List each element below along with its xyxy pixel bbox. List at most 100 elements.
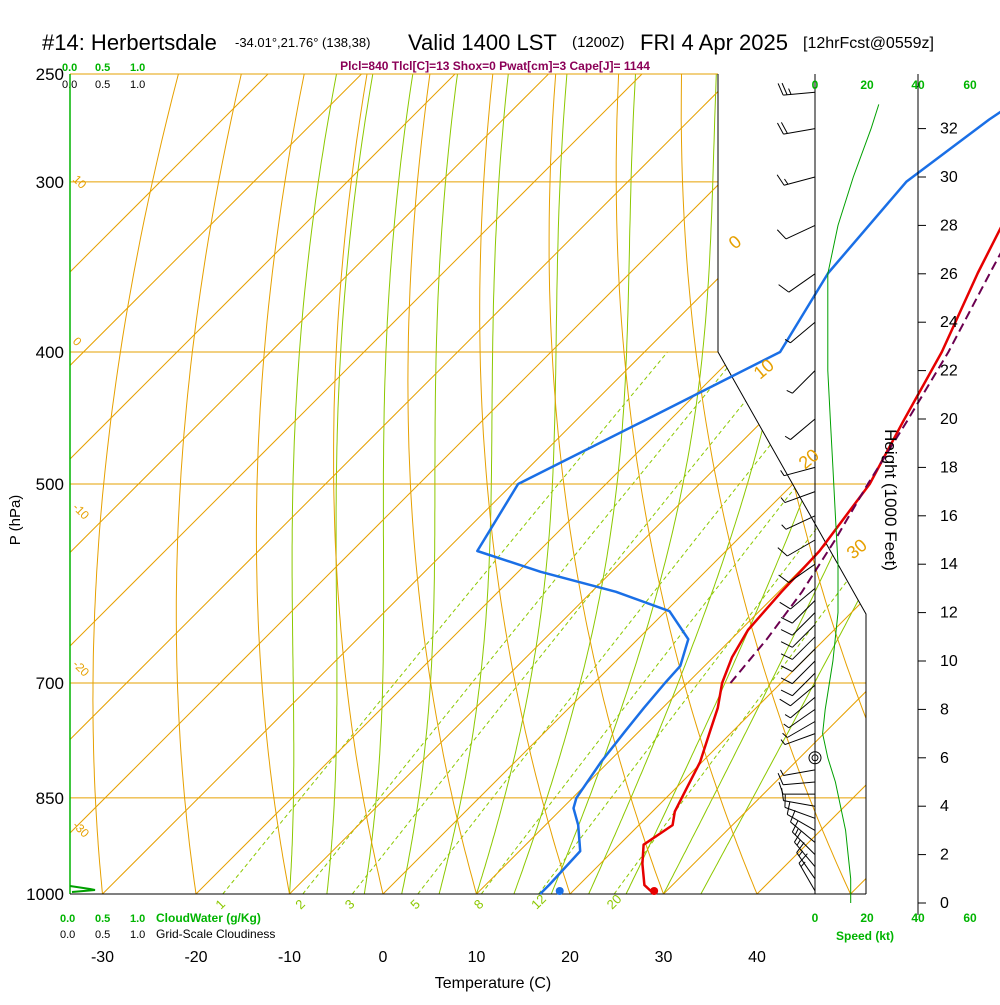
- barb-flag: [780, 699, 791, 706]
- utc-time: (1200Z): [572, 34, 625, 51]
- barb-half: [797, 840, 800, 845]
- cloud-scale-top-green-2: 1.0: [130, 62, 145, 74]
- temperature-tick-label: -10: [278, 949, 301, 966]
- barb-half: [795, 829, 798, 835]
- speed-tick-bottom: 60: [963, 911, 977, 925]
- mixing-ratio-5: [418, 352, 844, 894]
- barb-staff: [790, 697, 815, 718]
- wind-barb: [785, 322, 815, 343]
- barb-half: [784, 179, 787, 184]
- isotherm-50: [851, 74, 1000, 894]
- barb-staff: [790, 685, 815, 706]
- barb-staff: [789, 709, 815, 727]
- dry-adiabat-0: [334, 50, 390, 923]
- dry-adiabat-label: -20: [70, 657, 92, 679]
- isotherm-label: 20: [795, 445, 823, 473]
- wind-barb: [778, 83, 815, 95]
- height-tick-label: 16: [940, 508, 958, 525]
- cloudiness-label: Grid-Scale Cloudiness: [156, 927, 275, 941]
- dry-adiabat-label: 0: [70, 334, 85, 349]
- height-tick-label: 12: [940, 605, 958, 622]
- valid-date: FRI 4 Apr 2025: [640, 30, 788, 55]
- parcel-line: [731, 109, 1000, 684]
- barb-flag: [777, 175, 784, 186]
- barb-half: [781, 498, 785, 503]
- cloud-scale-top: 0.0 0.5 1.0 0.0 0.5 1.0: [62, 62, 145, 91]
- barb-staff: [783, 129, 815, 135]
- valid-time: Valid 1400 LST: [408, 30, 557, 55]
- temperature-tick-label: 0: [379, 949, 388, 966]
- wind-barb: [785, 697, 815, 718]
- height-tick-label: 8: [940, 701, 949, 718]
- x-axis-title: Temperature (C): [435, 975, 551, 992]
- barb-staff: [790, 822, 815, 843]
- barb-staff: [792, 661, 815, 684]
- temperature-tick-label: -20: [184, 949, 207, 966]
- wind-barb: [781, 637, 815, 660]
- barb-flag: [781, 617, 792, 623]
- cloud-scale-bottom-green-1: 0.5: [95, 913, 110, 925]
- barb-staff: [790, 322, 815, 343]
- dry-adiabat-label: -30: [70, 818, 92, 840]
- barb-flag: [781, 630, 792, 636]
- pressure-tick-label: 500: [36, 475, 64, 494]
- dry-adiabat--10: [256, 50, 309, 923]
- height-tick-label: 30: [940, 169, 958, 186]
- barb-half: [789, 89, 792, 95]
- barb-staff: [785, 807, 815, 818]
- wind-barb: [777, 225, 815, 239]
- dry-adiabat-50: [681, 50, 864, 923]
- wind-barb: [785, 419, 815, 440]
- barb-flag: [778, 83, 783, 95]
- speed-axis-label: Speed (kt): [836, 929, 894, 943]
- barb-staff: [785, 734, 815, 745]
- temperature-tick-label: 40: [748, 949, 766, 966]
- dry-adiabat-label: -10: [70, 500, 92, 522]
- pressure-tick-label: 1000: [26, 885, 64, 904]
- cloud-scale-top-black-2: 1.0: [130, 79, 145, 91]
- barb-staff: [786, 516, 815, 530]
- station-coords: -34.01°,21.76° (138,38): [235, 35, 370, 50]
- speed-tick-top: 20: [860, 78, 874, 92]
- barb-flag: [781, 666, 792, 672]
- station-title: #14: Herbertsdale: [42, 30, 217, 55]
- isotherm-label: 10: [750, 355, 778, 383]
- forecast-info: [12hrFcst@0559z]: [803, 35, 934, 52]
- barb-flag: [781, 690, 792, 696]
- sounding-series: [70, 97, 1000, 895]
- speed-tick-bottom: 0: [812, 911, 819, 925]
- barb-staff: [786, 225, 815, 239]
- wind-barb: [781, 625, 815, 648]
- pressure-tick-label: 400: [36, 343, 64, 362]
- height-tick-label: 26: [940, 266, 958, 283]
- mixing-ratio-1: [223, 352, 668, 894]
- barb-staff: [789, 564, 815, 582]
- barb-staff: [783, 801, 815, 807]
- height-tick-label: 22: [940, 363, 958, 380]
- height-tick-label: 2: [940, 847, 949, 864]
- pressure-tick-label: 700: [36, 674, 64, 693]
- height-tick-label: 24: [940, 314, 958, 331]
- speed-tick-top: 60: [963, 78, 977, 92]
- barb-staff: [792, 625, 815, 648]
- cloud-scale-top-green-0: 0.0: [62, 62, 77, 74]
- dry-adiabat-label: 10: [70, 172, 90, 192]
- cloud-scale-bottom-green-0: 0.0: [60, 913, 75, 925]
- dry-adiabat--30: [93, 50, 185, 923]
- barb-staff: [792, 649, 815, 672]
- barb-staff: [785, 492, 815, 503]
- height-tick-label: 4: [940, 798, 949, 815]
- isobars: [70, 74, 866, 894]
- cloud-scale-bottom: 0.0 0.5 1.0 CloudWater (g/Kg) 0.0 0.5 1.…: [60, 911, 275, 941]
- dry-adiabat--20: [176, 50, 247, 923]
- temperature-tick-label: 10: [468, 949, 486, 966]
- barb-staff: [790, 419, 815, 440]
- mixing-ratio-3: [352, 352, 785, 894]
- mixing-ratio-label: 8: [471, 896, 487, 912]
- height-tick-label: 10: [940, 653, 958, 670]
- barb-half: [787, 390, 793, 393]
- height-tick-label: 6: [940, 750, 949, 767]
- height-tick-label: 18: [940, 459, 958, 476]
- barb-flag: [779, 575, 789, 583]
- wind-barb: [782, 516, 815, 530]
